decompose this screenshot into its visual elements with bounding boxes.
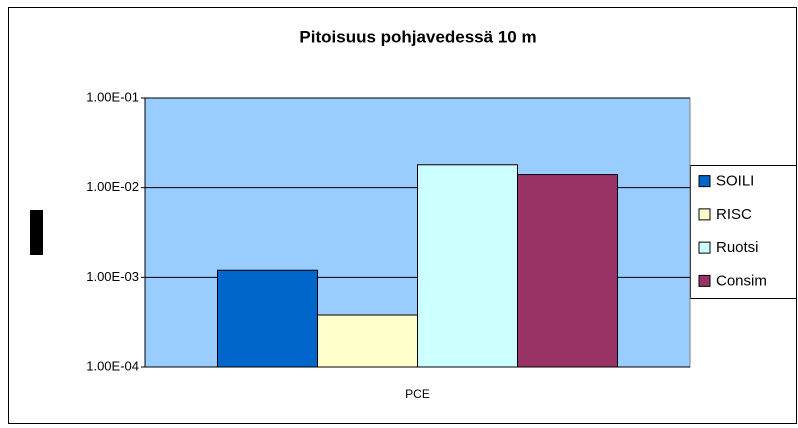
chart-title: Pitoisuus pohjavedessä 10 m (299, 27, 536, 46)
y-tick-label: 1.00E-04 (86, 358, 139, 373)
legend-swatch (698, 241, 711, 254)
legend-swatch (698, 175, 711, 188)
x-tick-label: PCE (405, 387, 430, 401)
legend-swatch (698, 274, 711, 287)
bar (417, 164, 519, 368)
legend-label: SOILI (716, 173, 754, 190)
y-tick-label: 1.00E-02 (86, 179, 139, 194)
legend-label: Ruotsi (716, 239, 759, 256)
bar (216, 269, 318, 368)
bar (517, 174, 619, 368)
y-tick-label: 1.00E-01 (86, 89, 139, 104)
y-axis-label-block (30, 210, 43, 255)
y-tick-label: 1.00E-03 (86, 269, 139, 284)
bar (316, 314, 418, 368)
legend-label: Consim (716, 272, 767, 289)
legend-label: RISC (716, 206, 752, 223)
legend-swatch (698, 208, 711, 221)
